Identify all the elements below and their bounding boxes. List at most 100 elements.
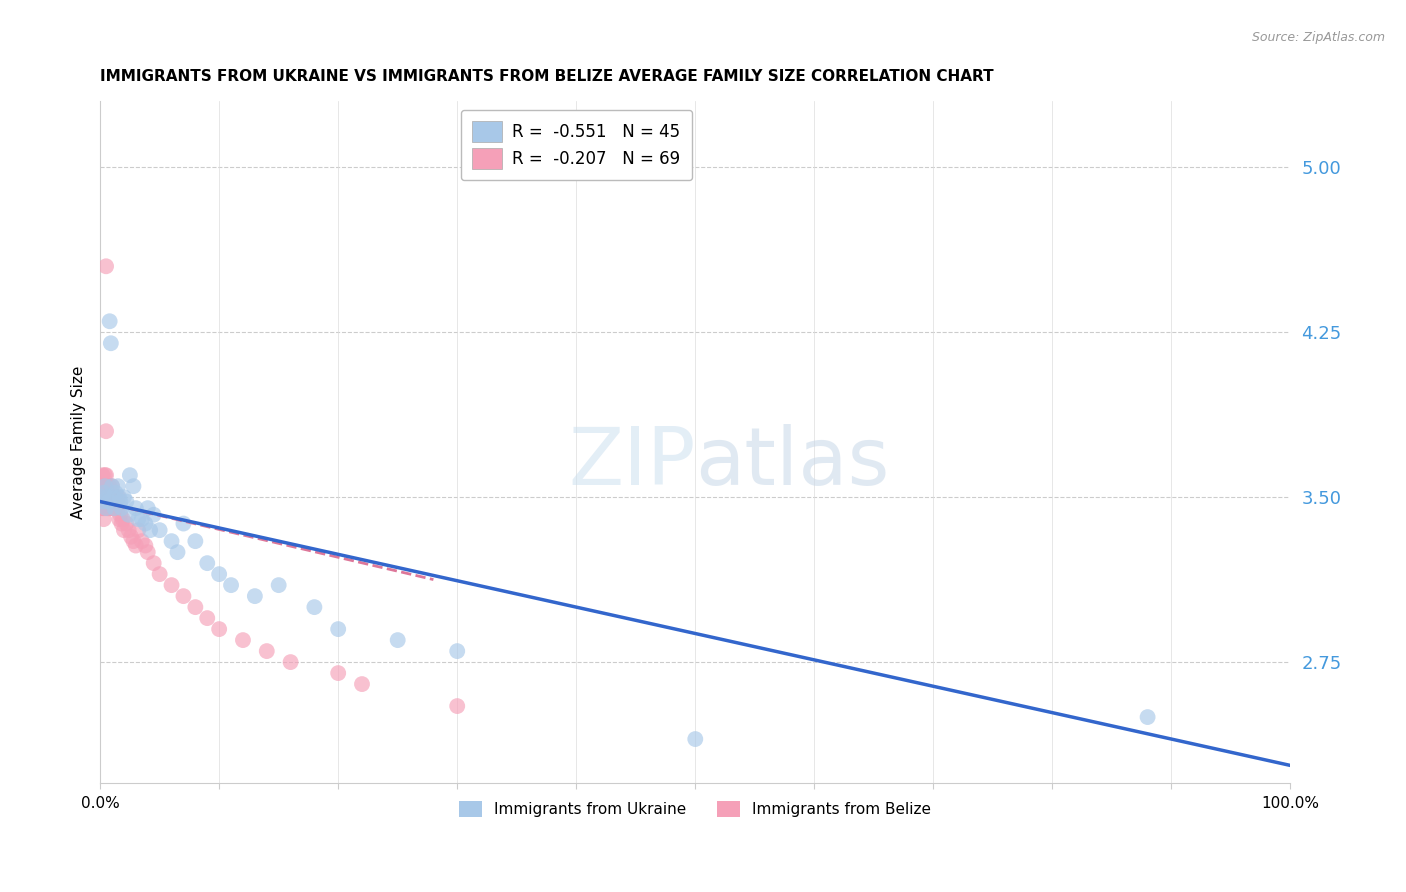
- Point: [96, 490, 118, 504]
- Point: [166, 545, 188, 559]
- Point: [104, 501, 127, 516]
- Point: [94, 490, 117, 504]
- Point: [93, 512, 115, 526]
- Point: [94, 479, 117, 493]
- Point: [134, 516, 156, 531]
- Legend: Immigrants from Ukraine, Immigrants from Belize: Immigrants from Ukraine, Immigrants from…: [453, 795, 938, 823]
- Point: [98, 501, 121, 516]
- Point: [94, 490, 117, 504]
- Point: [107, 501, 129, 516]
- Point: [172, 516, 194, 531]
- Point: [243, 589, 266, 603]
- Point: [172, 589, 194, 603]
- Point: [97, 494, 120, 508]
- Point: [94, 479, 117, 493]
- Point: [131, 512, 153, 526]
- Point: [94, 260, 117, 274]
- Point: [94, 424, 117, 438]
- Point: [304, 600, 326, 615]
- Point: [103, 490, 125, 504]
- Point: [96, 479, 118, 493]
- Point: [131, 534, 153, 549]
- Point: [98, 314, 121, 328]
- Point: [91, 494, 114, 508]
- Point: [103, 501, 125, 516]
- Point: [97, 479, 120, 493]
- Point: [94, 479, 117, 493]
- Point: [100, 490, 122, 504]
- Point: [125, 501, 148, 516]
- Point: [111, 512, 134, 526]
- Point: [107, 479, 129, 493]
- Point: [118, 468, 141, 483]
- Point: [93, 485, 115, 500]
- Point: [103, 501, 125, 516]
- Point: [104, 485, 127, 500]
- Y-axis label: Average Family Size: Average Family Size: [72, 366, 86, 519]
- Point: [93, 479, 115, 493]
- Point: [108, 490, 131, 504]
- Point: [142, 556, 165, 570]
- Point: [101, 479, 124, 493]
- Point: [267, 578, 290, 592]
- Point: [122, 479, 145, 493]
- Point: [110, 501, 132, 516]
- Point: [94, 501, 117, 516]
- Point: [97, 501, 120, 516]
- Point: [160, 534, 183, 549]
- Point: [256, 644, 278, 658]
- Point: [93, 490, 115, 504]
- Point: [110, 508, 132, 522]
- Point: [90, 501, 112, 516]
- Point: [101, 501, 124, 516]
- Text: IMMIGRANTS FROM UKRAINE VS IMMIGRANTS FROM BELIZE AVERAGE FAMILY SIZE CORRELATIO: IMMIGRANTS FROM UKRAINE VS IMMIGRANTS FR…: [100, 69, 994, 84]
- Point: [110, 516, 132, 531]
- Point: [127, 512, 149, 526]
- Text: Source: ZipAtlas.com: Source: ZipAtlas.com: [1251, 31, 1385, 45]
- Point: [195, 556, 218, 570]
- Point: [446, 699, 468, 714]
- Point: [108, 512, 131, 526]
- Point: [139, 523, 162, 537]
- Text: ZIP: ZIP: [568, 424, 696, 501]
- Point: [219, 578, 242, 592]
- Point: [387, 633, 409, 648]
- Point: [328, 622, 350, 636]
- Point: [98, 479, 121, 493]
- Point: [96, 490, 118, 504]
- Point: [122, 534, 145, 549]
- Point: [208, 622, 231, 636]
- Point: [101, 479, 124, 493]
- Point: [100, 336, 122, 351]
- Point: [91, 468, 114, 483]
- Point: [103, 501, 125, 516]
- Point: [136, 501, 159, 516]
- Point: [195, 611, 218, 625]
- Point: [350, 677, 373, 691]
- Point: [112, 490, 135, 504]
- Point: [118, 508, 141, 522]
- Point: [328, 666, 350, 681]
- Point: [112, 523, 135, 537]
- Point: [1136, 710, 1159, 724]
- Point: [103, 490, 125, 504]
- Point: [94, 468, 117, 483]
- Point: [149, 567, 172, 582]
- Point: [134, 539, 156, 553]
- Point: [107, 490, 129, 504]
- Point: [105, 494, 128, 508]
- Point: [98, 490, 121, 504]
- Point: [97, 490, 120, 504]
- Point: [160, 578, 183, 592]
- Point: [104, 490, 127, 504]
- Point: [90, 479, 112, 493]
- Point: [94, 468, 117, 483]
- Point: [100, 501, 122, 516]
- Point: [127, 523, 149, 537]
- Point: [90, 490, 112, 504]
- Point: [446, 644, 468, 658]
- Text: atlas: atlas: [696, 424, 890, 501]
- Point: [136, 545, 159, 559]
- Point: [91, 490, 114, 504]
- Point: [125, 539, 148, 553]
